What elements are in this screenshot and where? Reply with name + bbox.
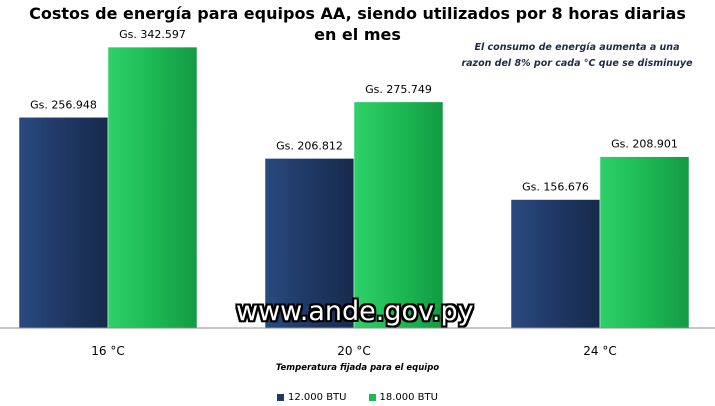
annotation-line-1: El consumo de energía aumenta a una (474, 42, 680, 53)
data-label-18000-1: Gs. 342.597 (119, 28, 186, 41)
x-tick-label-2: 20 °C (337, 344, 370, 358)
legend-item-12000: 12.000 BTU (277, 392, 347, 403)
x-axis-label: Temperatura fijada para el equipo (275, 363, 440, 373)
bar-12000-2 (264, 158, 355, 329)
legend: 12.000 BTU 18.000 BTU (0, 392, 715, 403)
chart-title-line-2: en el mes (314, 25, 401, 44)
legend-swatch-18000 (368, 394, 376, 401)
x-tick-label-1: 16 °C (91, 344, 124, 358)
data-label-12000-3: Gs. 156.676 (522, 181, 589, 194)
legend-item-18000: 18.000 BTU (368, 392, 438, 403)
bar-12000-1 (18, 117, 109, 329)
bar-18000-2 (353, 101, 444, 329)
annotation-line-2: razon del 8% por cada °C que se disminuy… (461, 58, 693, 69)
x-tick-label-3: 24 °C (583, 344, 616, 358)
data-label-12000-1: Gs. 256.948 (30, 98, 97, 111)
data-label-18000-3: Gs. 208.901 (611, 138, 678, 151)
legend-label-12000: 12.000 BTU (288, 392, 347, 403)
watermark-text: www.ande.gov.py (236, 296, 474, 327)
bar-18000-3 (599, 156, 690, 329)
chart-title-line-1: Costos de energía para equipos AA, siend… (29, 4, 686, 23)
legend-swatch-12000 (277, 394, 285, 401)
legend-label-18000: 18.000 BTU (379, 392, 438, 403)
bar-18000-1 (107, 46, 198, 329)
bar-12000-3 (510, 199, 601, 329)
data-label-18000-2: Gs. 275.749 (365, 83, 432, 96)
data-label-12000-2: Gs. 206.812 (276, 139, 343, 152)
